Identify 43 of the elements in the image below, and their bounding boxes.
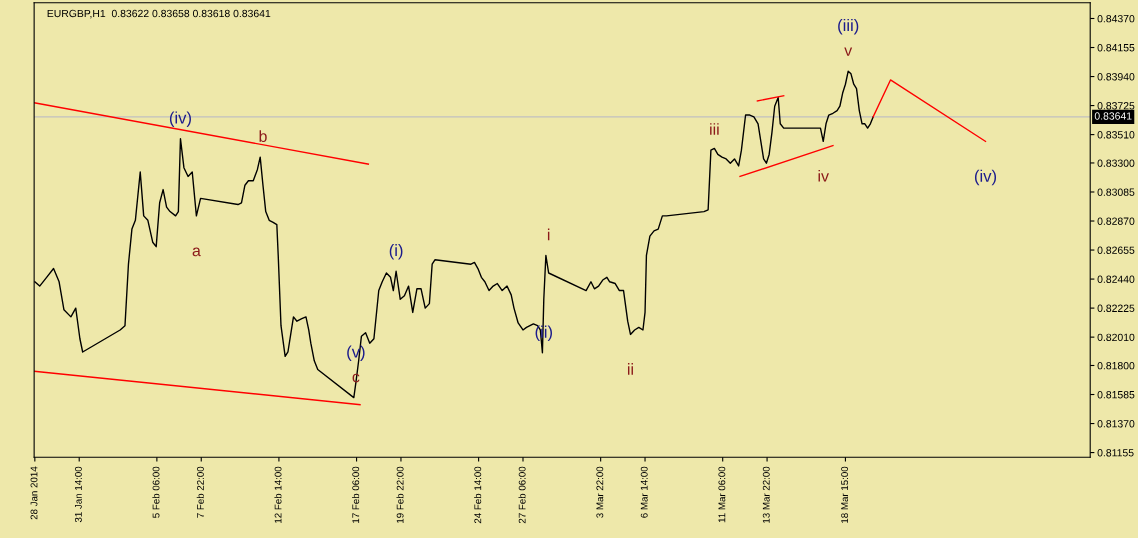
y-tick-label: 0.82440 bbox=[1097, 275, 1135, 283]
x-tick-label: 6 Mar 14:00 bbox=[640, 466, 648, 518]
annotation: iv bbox=[818, 170, 829, 182]
annotation: a bbox=[192, 247, 201, 257]
y-tick-label: 0.81370 bbox=[1097, 420, 1135, 428]
annotation: v bbox=[844, 47, 853, 56]
y-tick-label: 0.83300 bbox=[1097, 159, 1135, 167]
x-tick-label: 13 Mar 22:00 bbox=[762, 466, 770, 523]
y-tick-label: 0.84155 bbox=[1097, 44, 1135, 52]
x-tick-label: 12 Feb 14:00 bbox=[274, 466, 282, 523]
y-tick-label: 0.83085 bbox=[1097, 188, 1135, 196]
y-tick-label: 0.81585 bbox=[1097, 391, 1135, 399]
annotation: i bbox=[547, 228, 550, 241]
ref-line-label: 0.83641 bbox=[1094, 112, 1132, 120]
x-tick-label: 19 Feb 22:00 bbox=[396, 466, 404, 523]
x-tick-label: 18 Mar 15:00 bbox=[841, 466, 849, 523]
annotation: (iii) bbox=[838, 18, 859, 35]
y-tick-label: 0.83510 bbox=[1097, 131, 1135, 139]
text: EURGBP,H1 0.83622 0.83658 0.83618 0.83641 bbox=[47, 9, 271, 19]
y-tick-label: 0.81800 bbox=[1097, 361, 1135, 370]
x-tick-label: 31 Jan 14:00 bbox=[74, 466, 82, 523]
annotation: (iv) bbox=[169, 111, 191, 127]
x-tick-label: 27 Feb 06:00 bbox=[518, 466, 526, 524]
y-tick-label: 0.83725 bbox=[1097, 102, 1135, 110]
x-tick-label: 7 Feb 22:00 bbox=[196, 466, 204, 518]
y-tick-label: 0.82870 bbox=[1097, 217, 1135, 225]
y-tick-label: 0.82010 bbox=[1097, 333, 1135, 342]
x-tick-label: 3 Mar 22:00 bbox=[596, 466, 604, 518]
y-tick-label: 0.83940 bbox=[1097, 73, 1135, 81]
annotation: b bbox=[259, 130, 267, 142]
x-tick-label: 11 Mar 06:00 bbox=[718, 466, 726, 523]
y-tick-label: 0.81155 bbox=[1097, 449, 1134, 457]
y-tick-label: 0.82225 bbox=[1097, 304, 1135, 312]
annotation: iii bbox=[710, 123, 719, 135]
annotation: (iv) bbox=[974, 169, 997, 186]
x-tick-label: 24 Feb 14:00 bbox=[474, 466, 482, 524]
annotation: (i) bbox=[389, 244, 403, 260]
x-tick-label: 28 Jan 2014 bbox=[30, 466, 38, 520]
x-tick-label: 17 Feb 06:00 bbox=[352, 466, 360, 523]
y-tick-label: 0.82655 bbox=[1097, 246, 1135, 254]
x-tick-label: 5 Feb 06:00 bbox=[152, 466, 160, 518]
y-tick-label: 0.84370 bbox=[1097, 14, 1135, 23]
annotation: ii bbox=[627, 363, 633, 375]
